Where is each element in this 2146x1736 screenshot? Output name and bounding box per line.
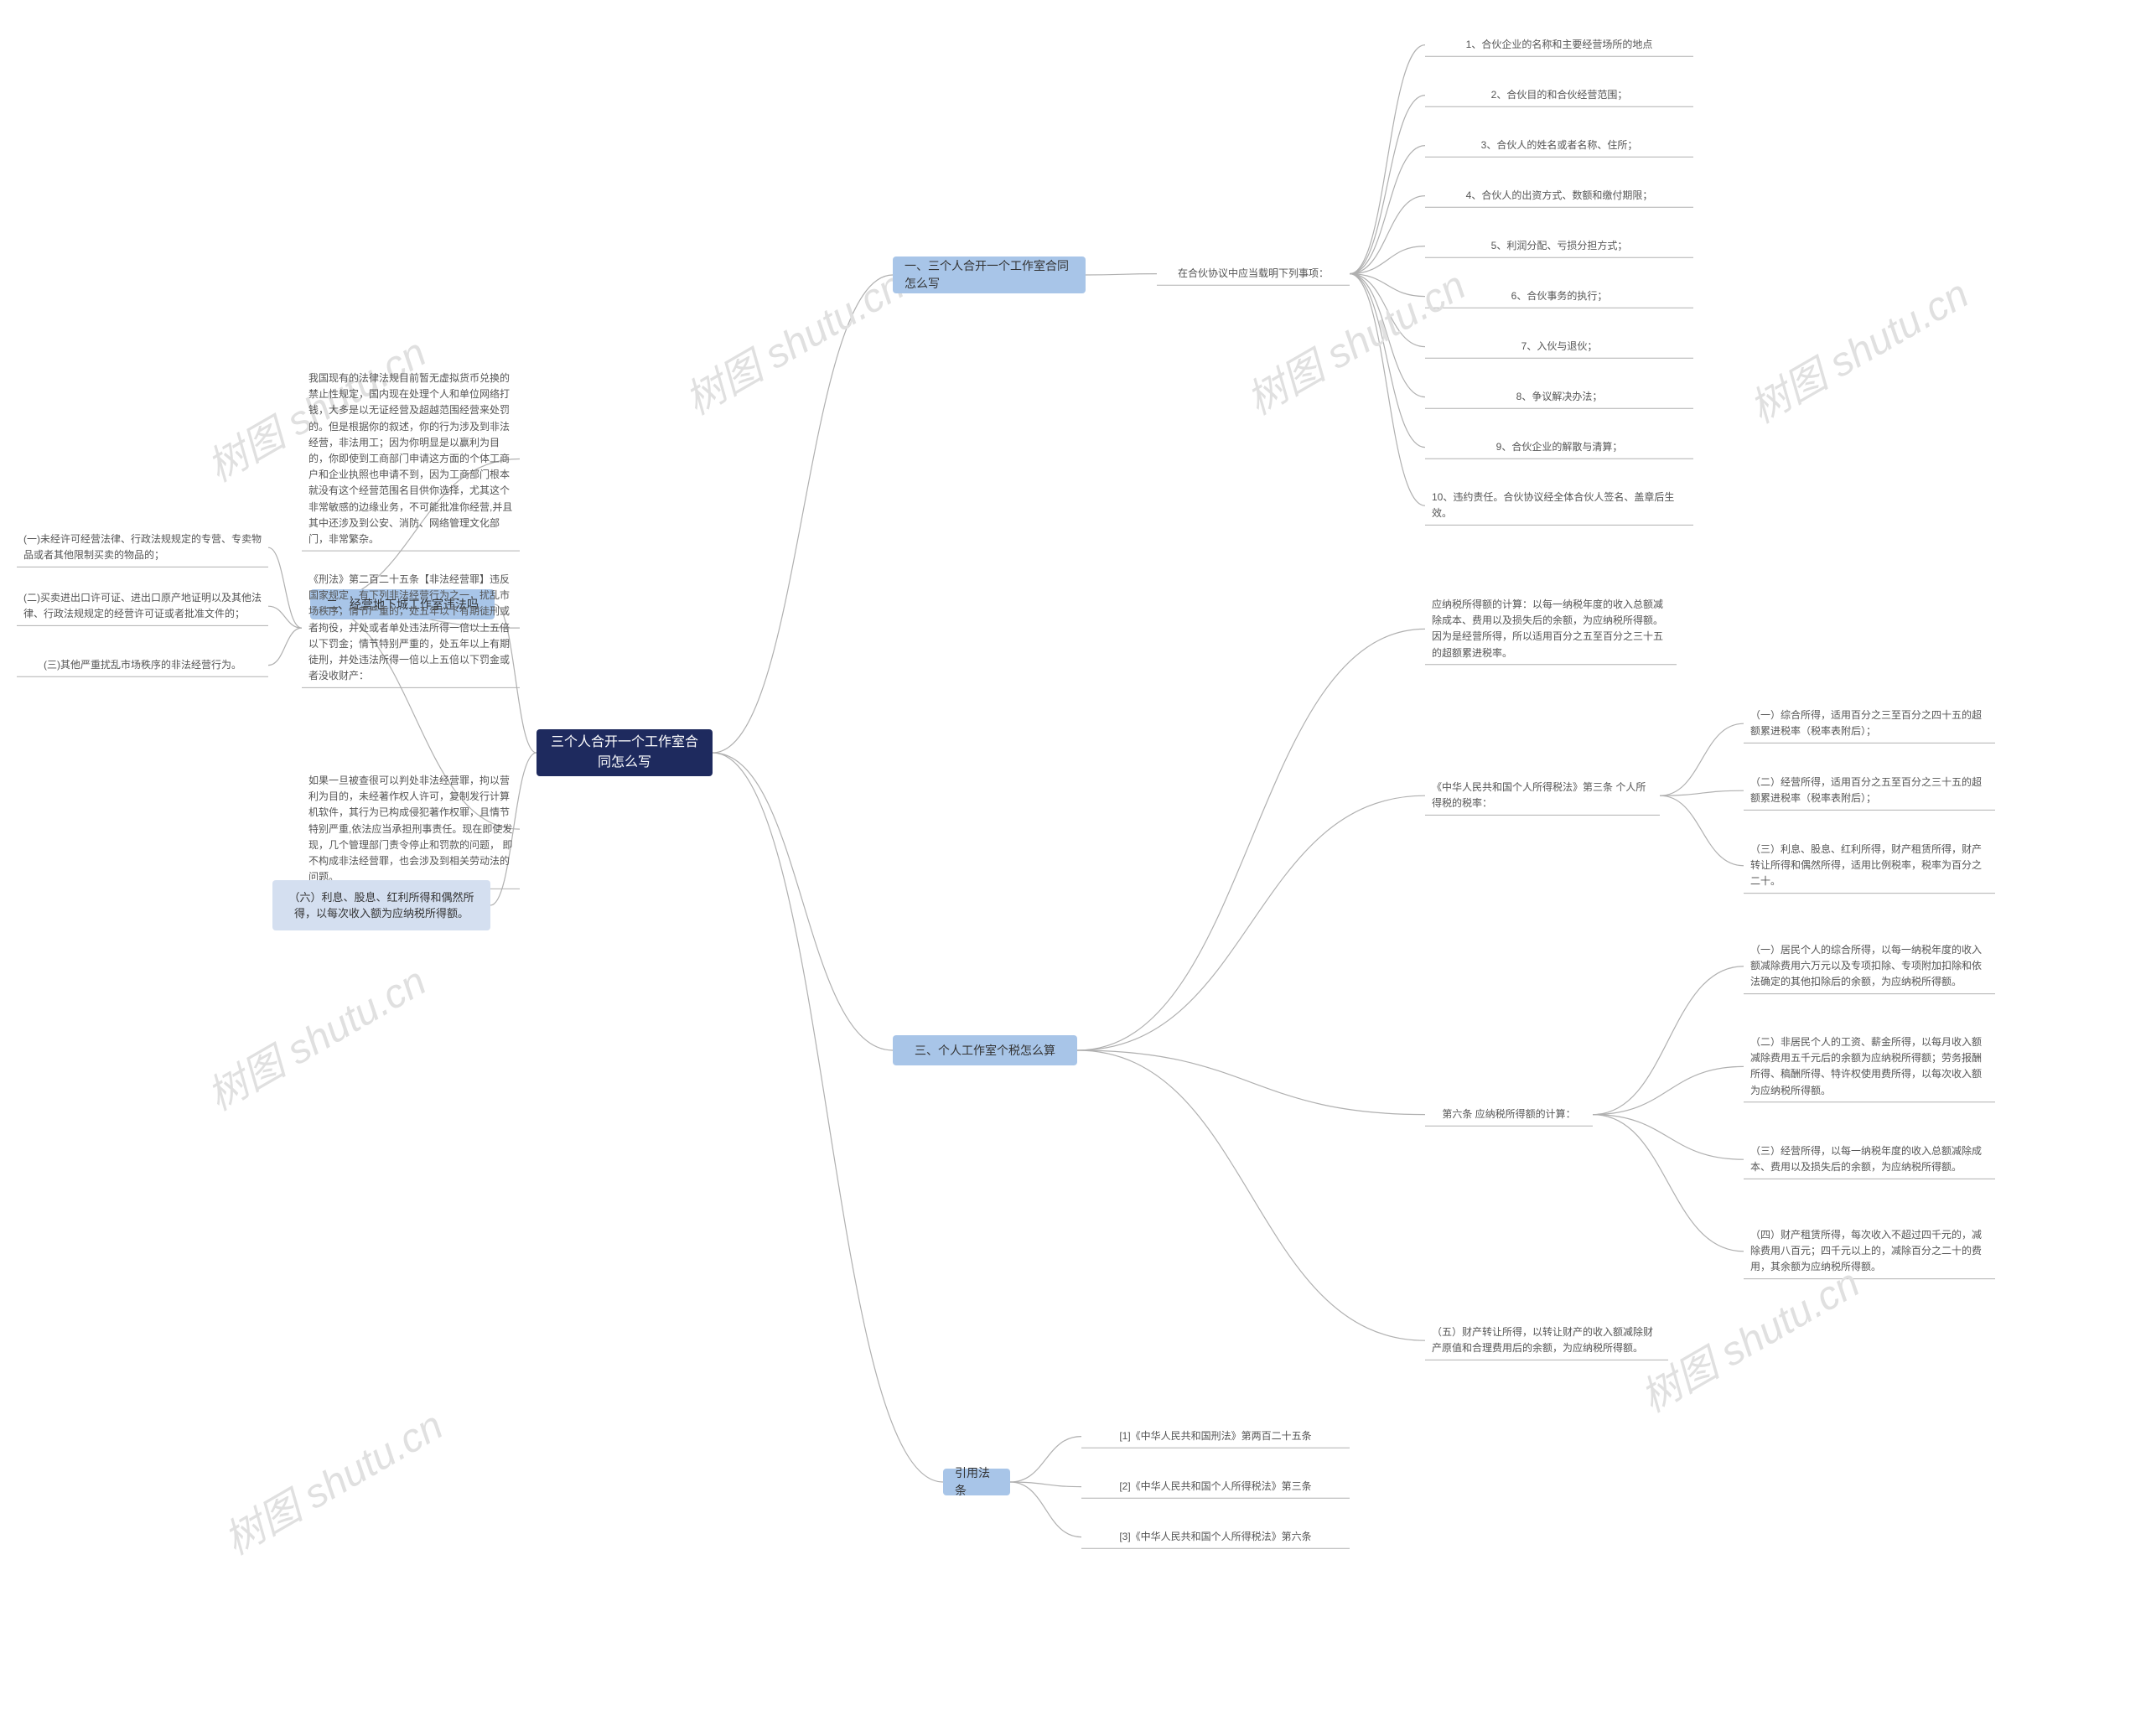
section1-item: 7、入伙与退伙； — [1425, 335, 1693, 358]
section1-mid: 在合伙协议中应当载明下列事项： — [1157, 262, 1350, 285]
section2-leaf: (一)未经许可经营法律、行政法规规定的专营、专卖物品或者其他限制买卖的物品的； — [17, 528, 268, 567]
section2-leaf: (二)买卖进出口许可证、进出口原产地证明以及其他法律、行政法规规定的经营许可证或… — [17, 587, 268, 625]
section3-sub: （二）非居民个人的工资、薪金所得，以每月收入额减除费用五千元后的余额为应纳税所得… — [1744, 1031, 1995, 1102]
section1-item: 5、利润分配、亏损分担方式； — [1425, 235, 1693, 257]
ref-item: [2]《中华人民共和国个人所得税法》第三条 — [1081, 1475, 1350, 1498]
section1-item: 9、合伙企业的解散与清算； — [1425, 436, 1693, 459]
section2-leaf: (三)其他严重扰乱市场秩序的非法经营行为。 — [17, 654, 268, 676]
section1-item: 8、争议解决办法； — [1425, 386, 1693, 408]
section3-child: （五）财产转让所得，以转让财产的收入额减除财产原值和合理费用后的余额，为应纳税所… — [1425, 1321, 1668, 1360]
section3-sub: （四）财产租赁所得，每次收入不超过四千元的，减除费用八百元；四千元以上的，减除百… — [1744, 1224, 1995, 1279]
ref-item: [3]《中华人民共和国个人所得税法》第六条 — [1081, 1526, 1350, 1548]
section2-desc: 我国现有的法律法规目前暂无虚拟货币兑换的禁止性规定，国内现在处理个人和单位网络打… — [302, 367, 520, 551]
section3-sub: （一）居民个人的综合所得，以每一纳税年度的收入额减除费用六万元以及专项扣除、专项… — [1744, 939, 1995, 994]
section1-item: 3、合伙人的姓名或者名称、住所； — [1425, 134, 1693, 157]
branch-section1[interactable]: 一、三个人合开一个工作室合同怎么写 — [893, 257, 1086, 293]
section3-sub: （三）经营所得，以每一纳税年度的收入总额减除成本、费用以及损失后的余额，为应纳税… — [1744, 1140, 1995, 1179]
root-node[interactable]: 三个人合开一个工作室合同怎么写 — [536, 729, 713, 776]
section1-item: 6、合伙事务的执行； — [1425, 285, 1693, 308]
section3-sub: （三）利息、股息、红利所得，财产租赁所得，财产转让所得和偶然所得，适用比例税率，… — [1744, 838, 1995, 894]
section3-child: 《中华人民共和国个人所得税法》第三条 个人所得税的税率： — [1425, 776, 1660, 815]
section3-sub: （二）经营所得，适用百分之五至百分之三十五的超额累进税率（税率表附后）； — [1744, 771, 1995, 810]
branch-refs[interactable]: 引用法条 — [943, 1469, 1010, 1495]
section3-sub: （一）综合所得，适用百分之三至百分之四十五的超额累进税率（税率表附后）； — [1744, 704, 1995, 743]
section2-desc: 《刑法》第二百二十五条【非法经营罪】违反国家规定，有下列非法经营行为之一，扰乱市… — [302, 568, 520, 687]
branch-section6[interactable]: （六）利息、股息、红利所得和偶然所得，以每次收入额为应纳税所得额。 — [272, 880, 490, 930]
section3-child: 应纳税所得额的计算：以每一纳税年度的收入总额减除成本、费用以及损失后的余额，为应… — [1425, 593, 1677, 665]
section1-item: 4、合伙人的出资方式、数额和缴付期限； — [1425, 184, 1693, 207]
section1-item: 2、合伙目的和合伙经营范围； — [1425, 84, 1693, 106]
section1-item: 10、违约责任。合伙协议经全体合伙人签名、盖章后生效。 — [1425, 486, 1693, 525]
section2-desc: 如果一旦被查很可以判处非法经营罪，拘以营利为目的，未经著作权人许可，复制发行计算… — [302, 770, 520, 889]
branch-section3[interactable]: 三、个人工作室个税怎么算 — [893, 1035, 1077, 1065]
section3-child: 第六条 应纳税所得额的计算： — [1425, 1103, 1593, 1126]
section1-item: 1、合伙企业的名称和主要经营场所的地点 — [1425, 34, 1693, 56]
ref-item: [1]《中华人民共和国刑法》第两百二十五条 — [1081, 1425, 1350, 1448]
